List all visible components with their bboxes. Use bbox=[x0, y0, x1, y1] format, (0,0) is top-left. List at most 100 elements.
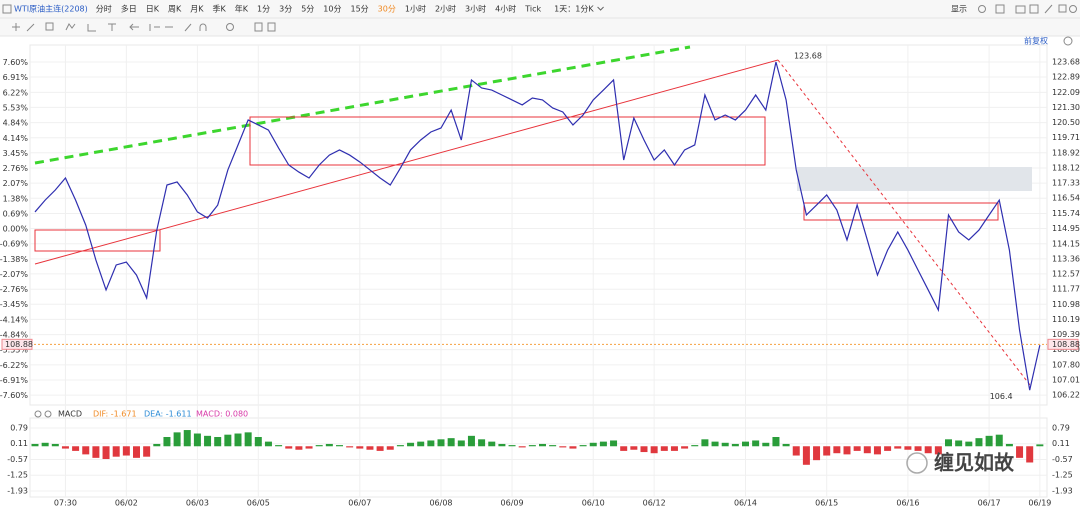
x-tick-label: 06/09 bbox=[501, 499, 524, 508]
x-tick-label: 06/05 bbox=[247, 499, 270, 508]
period-tab[interactable]: 1分 bbox=[257, 5, 270, 14]
y2-tick-label: 2.07% bbox=[3, 179, 29, 188]
fullscreen-icon[interactable] bbox=[1058, 4, 1067, 13]
tool-icon[interactable] bbox=[254, 22, 263, 32]
draw-icon[interactable] bbox=[1044, 4, 1053, 14]
macd-bar bbox=[396, 445, 404, 447]
help-icon[interactable] bbox=[1069, 5, 1077, 13]
y2-tick-label: 0.69% bbox=[3, 209, 29, 218]
macd-bar bbox=[833, 446, 841, 454]
macd-bar bbox=[630, 446, 638, 450]
tool-icon[interactable] bbox=[129, 23, 139, 31]
macd-bar bbox=[295, 446, 303, 450]
period-tab[interactable]: 多日 bbox=[121, 4, 137, 14]
last-price-label: 108.88 bbox=[5, 340, 33, 349]
symbol-name[interactable]: WTI原油主连(2208) bbox=[14, 4, 88, 14]
macd-bar bbox=[975, 438, 983, 447]
collapse-icon[interactable] bbox=[1063, 36, 1073, 46]
y-tick-label: 121.30 bbox=[1052, 103, 1080, 112]
period-tab[interactable]: 15分 bbox=[350, 5, 368, 14]
tool-icon[interactable] bbox=[226, 23, 234, 31]
period-tab[interactable]: 3分 bbox=[279, 5, 292, 14]
y2-tick-label: -0.69% bbox=[0, 240, 28, 249]
camera-icon[interactable] bbox=[1015, 5, 1026, 14]
tool-icon[interactable] bbox=[184, 23, 192, 32]
indicator-visibility[interactable] bbox=[44, 410, 52, 418]
symbol-icon[interactable] bbox=[2, 4, 12, 14]
period-tab[interactable]: 30分 bbox=[378, 5, 396, 14]
tool-icon[interactable] bbox=[45, 22, 54, 31]
macd-bar bbox=[1026, 446, 1034, 463]
y2-tick-label: -1.38% bbox=[0, 255, 28, 264]
macd-bar bbox=[417, 441, 425, 447]
share-icon[interactable] bbox=[1029, 4, 1039, 14]
period-tab[interactable]: 日K bbox=[146, 5, 160, 14]
tool-icon[interactable] bbox=[108, 23, 116, 31]
period-tab[interactable]: 3小时 bbox=[465, 4, 486, 14]
y-tick-label: 112.57 bbox=[1052, 269, 1080, 278]
display-button[interactable]: 显示 bbox=[951, 5, 967, 14]
macd-bar bbox=[315, 445, 323, 447]
period-tab[interactable]: 季K bbox=[213, 4, 227, 14]
main-panel bbox=[29, 44, 1048, 406]
tool-icon[interactable] bbox=[65, 23, 76, 31]
macd-bar bbox=[945, 439, 952, 447]
macd-bar bbox=[356, 446, 364, 449]
macd-bar bbox=[904, 446, 912, 450]
macd-tick-label: -1.25 bbox=[1052, 471, 1073, 480]
y-tick-label: 122.09 bbox=[1052, 88, 1080, 97]
settings-icon[interactable] bbox=[978, 5, 986, 13]
period-tab[interactable]: 周K bbox=[168, 5, 182, 14]
macd-bar bbox=[681, 446, 689, 449]
trend-line bbox=[34, 59, 779, 265]
macd-bar bbox=[853, 446, 861, 451]
range-select[interactable]: 1天：1分K bbox=[554, 5, 594, 14]
y2-tick-label: 4.84% bbox=[3, 119, 29, 128]
period-tab[interactable]: 2小时 bbox=[435, 4, 456, 14]
macd-bar bbox=[742, 441, 749, 447]
period-tab[interactable]: 1小时 bbox=[405, 4, 426, 14]
macd-bar bbox=[447, 438, 455, 447]
y-tick-label: 118.12 bbox=[1052, 164, 1080, 173]
y-tick-label: 122.89 bbox=[1052, 73, 1080, 82]
macd-bar bbox=[752, 440, 760, 447]
period-tab[interactable]: 月K bbox=[190, 5, 204, 14]
layout-icon[interactable] bbox=[995, 4, 1005, 14]
tool-icon[interactable] bbox=[267, 22, 276, 32]
period-tab[interactable]: 分时 bbox=[96, 4, 112, 14]
macd-bar bbox=[528, 445, 536, 447]
period-tab[interactable]: 10分 bbox=[323, 5, 341, 14]
macd-bar bbox=[965, 441, 973, 447]
macd-bar bbox=[731, 443, 739, 447]
macd-bar bbox=[112, 446, 120, 457]
macd-bar bbox=[549, 445, 557, 447]
tool-icon[interactable] bbox=[199, 23, 207, 31]
period-tab[interactable]: Tick bbox=[524, 5, 541, 14]
period-tab[interactable]: 5分 bbox=[301, 5, 314, 14]
macd-tick-label: 0.79 bbox=[10, 423, 28, 432]
macd-tick-label: 0.11 bbox=[10, 439, 28, 448]
dropdown-arrow bbox=[597, 6, 604, 11]
macd-bar bbox=[498, 443, 506, 447]
y-tick-label: 109.39 bbox=[1052, 330, 1080, 339]
last-price-box bbox=[1, 338, 33, 350]
tool-icon[interactable] bbox=[149, 24, 160, 31]
tool-icon[interactable] bbox=[12, 23, 20, 31]
range-box bbox=[803, 202, 999, 221]
y2-tick-label: -3.45% bbox=[0, 300, 28, 309]
macd-bar bbox=[467, 435, 475, 447]
macd-bar bbox=[386, 446, 394, 450]
indicator-settings[interactable] bbox=[34, 410, 42, 418]
macd-bar bbox=[1005, 443, 1013, 447]
macd-title: MACD bbox=[58, 410, 82, 419]
tool-icon[interactable] bbox=[26, 23, 35, 32]
macd-bar bbox=[823, 446, 831, 456]
period-tab[interactable]: 年K bbox=[235, 4, 249, 14]
period-tab[interactable]: 4小时 bbox=[495, 4, 516, 14]
tool-icon[interactable] bbox=[87, 24, 96, 32]
toolbar-icons bbox=[12, 4, 1077, 32]
adjust-button[interactable]: 前复权 bbox=[1024, 36, 1048, 46]
macd-bar bbox=[934, 446, 942, 455]
macd-bar bbox=[660, 446, 668, 451]
x-tick-label: 06/15 bbox=[815, 499, 838, 508]
